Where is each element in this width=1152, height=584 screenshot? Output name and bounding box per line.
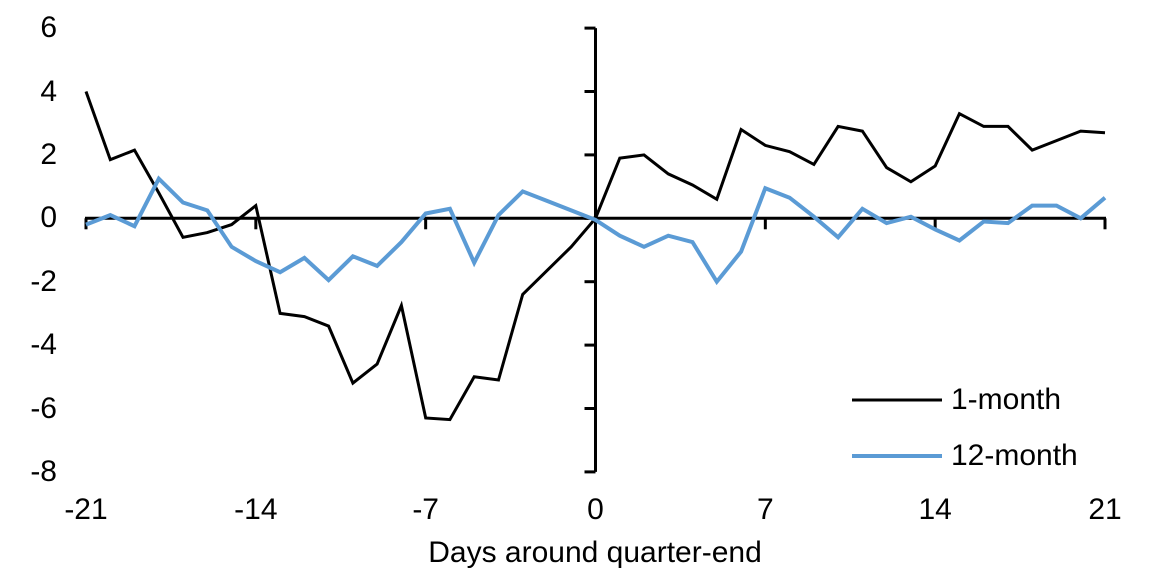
x-tick-label: 14 (918, 493, 952, 526)
y-tick-label: 6 (40, 11, 57, 45)
legend-label-1-month: 1-month (951, 383, 1062, 416)
x-tick-label: 21 (1088, 493, 1122, 526)
y-tick-label: -6 (30, 391, 57, 425)
y-tick-label: -8 (30, 454, 57, 488)
y-tick-label: 4 (40, 74, 57, 108)
legend-item-12-month: 12-month (852, 439, 1078, 473)
series-line-12-month (85, 175, 1107, 286)
y-tick-label: 2 (40, 137, 57, 171)
legend-line-12-month-icon (852, 454, 942, 458)
legend-line-1-month-icon (852, 398, 942, 402)
y-tick-label: -4 (30, 328, 57, 362)
x-tick-label: 0 (587, 493, 604, 526)
x-axis-title: Days around quarter-end (428, 536, 762, 569)
y-tick-label: 0 (40, 201, 57, 235)
x-tick-label: -7 (412, 493, 439, 526)
x-tick-label: -21 (64, 493, 108, 526)
legend-label-12-month: 12-month (951, 439, 1078, 472)
y-tick-label: -2 (30, 264, 57, 298)
x-tick-label: 7 (756, 493, 774, 526)
legend-item-1-month: 1-month (852, 383, 1061, 417)
x-tick-label: -14 (234, 493, 278, 526)
